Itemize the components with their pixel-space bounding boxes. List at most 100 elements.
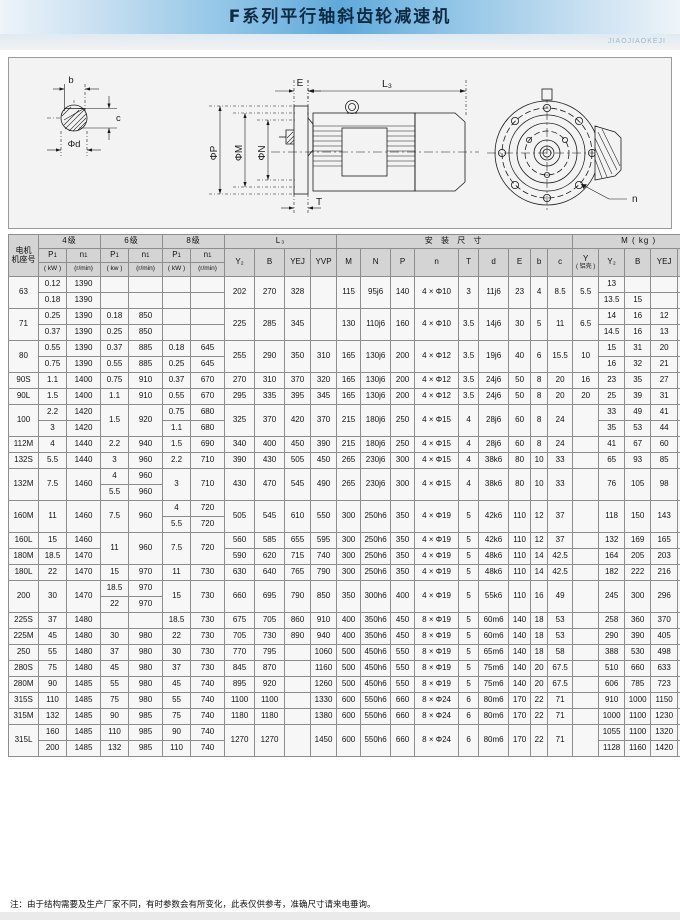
cell-n1-6pole: 850 [128, 308, 164, 325]
cell-install-n: 4 × Φ15 [414, 436, 460, 453]
cell-l3-yej: 505 [284, 452, 312, 469]
cell-n1-4pole: 1420 [65, 404, 102, 421]
cell-mass-b: 169 [624, 532, 652, 549]
table-row: 160M 11 1460 7.5 960 4 720 505 545 610 550 300 250h6… [8, 500, 680, 533]
cell-mass-y-aluminum [572, 692, 600, 709]
cell-install-P: 350 [390, 548, 416, 565]
cell-install-d: 75m6 [478, 660, 510, 677]
cell-mass-yej: 98 [650, 468, 679, 501]
cell-install-c: 53 [547, 612, 574, 629]
cell-n1-8pole: 680 [190, 420, 226, 437]
cell-p1-6pole: 22 [100, 596, 130, 613]
cell-install-c: 71 [547, 708, 574, 725]
table-row: 280S 75 1480 45 980 37 730 845 870 1160 500 450h6 55… [8, 660, 680, 677]
cell-p1-8pole: 22 [162, 628, 192, 645]
cell-l3-yvp [310, 276, 338, 309]
cell-install-M: 500 [336, 644, 362, 661]
cell-n1-6pole: 850 [128, 324, 164, 341]
cell-install-E: 170 [508, 708, 532, 725]
cell-install-N: 110j6 [360, 308, 392, 341]
cell-install-d: 80m6 [478, 724, 510, 757]
header-row-units: ( kW ) (r/min) ( kw ) (r/min) ( kW ) (r/… [9, 262, 680, 277]
cell-p1-6pole: 1.5 [100, 404, 130, 437]
cell-mass-y-aluminum [572, 676, 600, 693]
cell-install-E: 170 [508, 724, 532, 757]
cell-install-M: 165 [336, 388, 362, 405]
cell-install-T: 5 [458, 500, 480, 533]
cell-l3-yej [284, 660, 312, 677]
header-l3-yvp: YVP [310, 248, 338, 277]
cell-install-M: 165 [336, 340, 362, 373]
cell-mass-y-aluminum [572, 644, 600, 661]
technical-drawing-svg: b c [47, 75, 638, 214]
cell-install-n: 4 × Φ12 [414, 340, 460, 373]
cell-install-E: 140 [508, 676, 532, 693]
cell-l3-yvp: 370 [310, 404, 338, 437]
cell-l3-y2: 295 [224, 388, 256, 405]
cell-n1-4pole: 1485 [65, 692, 102, 709]
cell-mass-b: 32 [624, 356, 652, 373]
cell-install-c: 24 [547, 404, 574, 437]
cell-install-c: 15.5 [547, 340, 574, 373]
cell-p1-4pole: 3 [38, 420, 67, 437]
cell-install-N: 350h6 [360, 628, 392, 645]
cell-mass-b: 53 [624, 420, 652, 437]
cell-install-M: 300 [336, 564, 362, 581]
cell-motor-frame: 90S [8, 372, 39, 389]
table-row: 71 0.25 1390 0.18 850 225 285 345 130 110j6 160 4 ×… [8, 308, 680, 341]
cell-install-d: 38k6 [478, 452, 510, 469]
cell-l3-yvp: 850 [310, 580, 338, 613]
cell-mass-y2: 14.5 [598, 324, 626, 341]
cell-n1-4pole: 1485 [65, 708, 102, 725]
cell-mass-yej [650, 292, 679, 309]
header-group-8pole: 8级 [162, 234, 226, 249]
shaft-section-detail: b c [47, 75, 121, 156]
cell-n1-6pole: 980 [128, 660, 164, 677]
cell-p1-4pole: 2.2 [38, 404, 67, 421]
cell-p1-6pole: 55 [100, 676, 130, 693]
table-row: 112M 4 1440 2.2 940 1.5 690 340 400 450 390 215 180j… [8, 436, 680, 453]
header-install-d: d [478, 248, 510, 277]
cell-install-b: 5 [530, 308, 549, 341]
cell-l3-y2: 255 [224, 340, 256, 373]
header-install-n: n [414, 248, 460, 277]
cell-n1-6pole: 980 [128, 692, 164, 709]
header-group-mass: M ( kg ) [572, 234, 680, 249]
cell-install-E: 60 [508, 404, 532, 437]
cell-l3-yej: 370 [284, 372, 312, 389]
cell-motor-frame: 160M [8, 500, 39, 533]
cell-install-E: 110 [508, 532, 532, 549]
page-title: F系列平行轴斜齿轮减速机 [228, 7, 452, 27]
cell-install-N: 250h6 [360, 548, 392, 565]
cell-mass-b: 35 [624, 372, 652, 389]
cell-install-b: 18 [530, 628, 549, 645]
cell-l3-y2: 225 [224, 308, 256, 341]
cell-p1-4pole: 90 [38, 676, 67, 693]
cell-n1-4pole: 1420 [65, 420, 102, 437]
table-row: 132S 5.5 1440 3 960 2.2 710 390 430 505 450 265 230j… [8, 452, 680, 469]
cell-mass-yej: 216 [650, 564, 679, 581]
header-motor-frame-line1: 电机 [15, 246, 32, 256]
cell-mass-b: 1160 [624, 740, 652, 757]
header-l3-yej: YEJ [284, 248, 312, 277]
label-phi-P: ΦP [209, 145, 220, 160]
cell-p1-8pole: 18.5 [162, 612, 192, 629]
cell-install-M: 500 [336, 660, 362, 677]
cell-n1-4pole: 1480 [65, 612, 102, 629]
table-row: 315S 110 1485 75 980 55 740 1100 1100 1330 600 550h… [8, 692, 680, 709]
cell-install-d: 42k6 [478, 500, 510, 533]
cell-install-n: 8 × Φ19 [414, 676, 460, 693]
cell-n1-4pole: 1460 [65, 532, 102, 549]
cell-p1-6pole: 110 [100, 724, 130, 741]
cell-mass-yej: 13 [650, 324, 679, 341]
header-group-l3: L₃ [224, 234, 338, 249]
cell-install-n: 4 × Φ12 [414, 372, 460, 389]
cell-mass-y2: 65 [598, 452, 626, 469]
cell-mass-y2: 132 [598, 532, 626, 549]
header-unit-rmin-8pole: (r/min) [190, 262, 226, 277]
cell-install-n: 8 × Φ19 [414, 644, 460, 661]
cell-install-c: 67.5 [547, 660, 574, 677]
cell-l3-yej: 345 [284, 308, 312, 341]
header-motor-frame-line2: 机座号 [11, 254, 36, 264]
